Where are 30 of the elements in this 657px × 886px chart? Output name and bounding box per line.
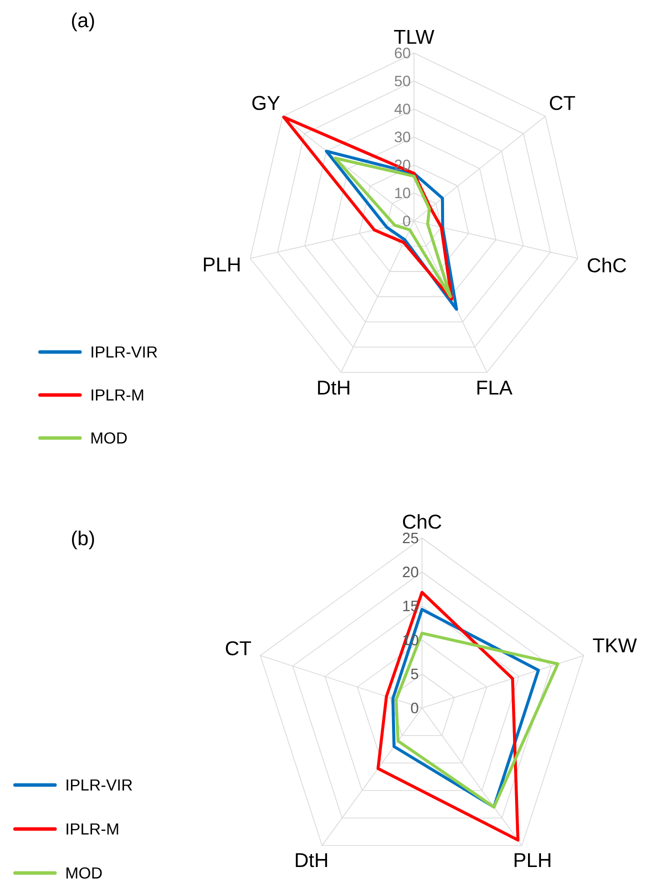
spoke-label: PLH [514,853,550,867]
spoke-label: TLW [394,30,434,44]
y-tick-label: 10 [395,188,410,198]
legend-label: IPLR-M [92,389,144,400]
spoke-label: DtH [296,853,328,868]
spoke-label: CT [550,96,576,110]
y-tick-label: 0 [411,702,418,714]
y-tick-label: 20 [402,566,418,578]
y-tick-label: 25 [402,532,418,544]
y-tick-label: 40 [394,104,410,114]
legend-label: MOD [66,867,102,879]
y-tick-label: 60 [394,48,410,58]
spoke-label: PLH [204,258,240,272]
legend-label: IPLR-VIR [92,346,158,358]
y-tick-label: 50 [394,76,410,86]
spoke-label: TKW [592,638,637,652]
legend-label: IPLR-M [66,823,118,834]
spoke-label: ChC [588,258,626,272]
chart-title: (a) [72,12,94,32]
spoke-label: ChC [403,514,442,529]
y-tick-label: 30 [394,132,410,142]
spoke-label: GY [252,96,280,110]
y-tick-label: 5 [411,668,418,680]
y-tick-label: 0 [403,216,410,226]
legend-label: MOD [92,432,127,444]
text: (b) [72,530,94,550]
legend-label: IPLR-VIR [66,779,132,790]
spoke-label: DtH [318,380,350,395]
spoke-label: CT [226,641,252,656]
spoke-label: FLA [477,380,512,395]
